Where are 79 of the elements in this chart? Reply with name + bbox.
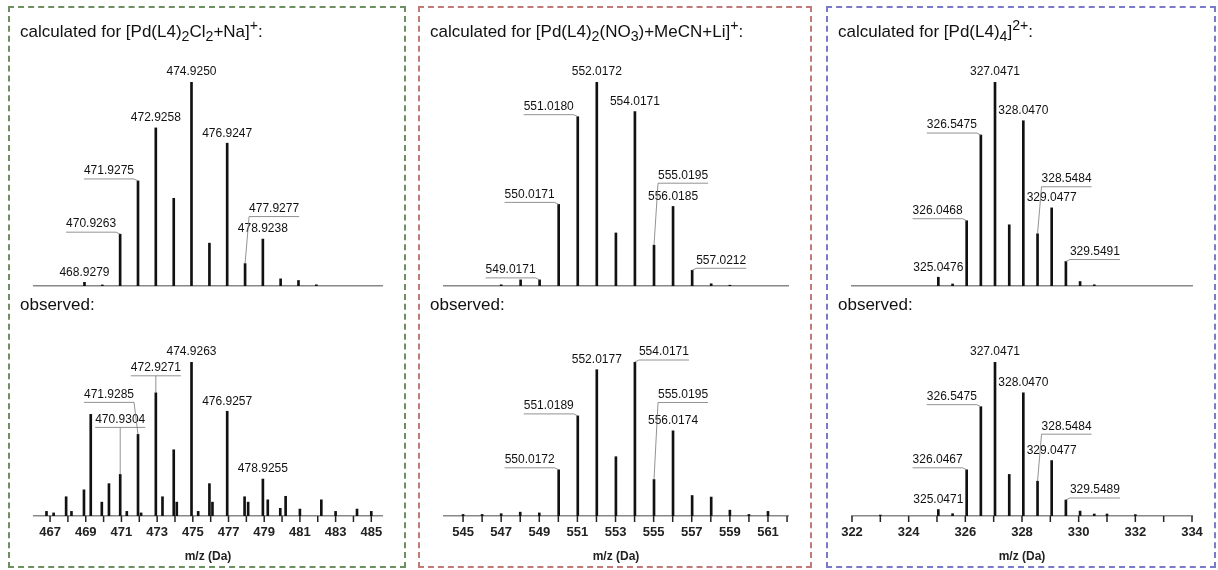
annotation: 556.0174 bbox=[648, 413, 699, 428]
annotation: 478.9238 bbox=[237, 221, 289, 236]
annotation: 551.0189 bbox=[523, 398, 575, 413]
x-axis-title: m/z (Da) bbox=[592, 549, 640, 564]
x-tick-label: 483 bbox=[324, 524, 347, 540]
annotation: 328.0470 bbox=[998, 375, 1049, 390]
x-tick-label: 471 bbox=[110, 524, 133, 540]
x-tick-label: 328 bbox=[1011, 524, 1033, 540]
x-tick-label: 547 bbox=[490, 524, 513, 540]
annotation: 325.0476 bbox=[913, 259, 964, 274]
x-tick-label: 475 bbox=[181, 524, 204, 540]
annotation: 470.9263 bbox=[66, 216, 117, 231]
chart-title: observed: bbox=[19, 294, 96, 316]
chart-title: calculated for [Pd(L4)$_{4}$]$^{2+}$: bbox=[837, 16, 1035, 45]
annotation: 329.5491 bbox=[1069, 243, 1121, 258]
x-tick-label: 545 bbox=[452, 524, 474, 540]
x-tick-label: 557 bbox=[680, 524, 703, 540]
x-tick-label: 332 bbox=[1124, 524, 1147, 540]
annotation: 556.0185 bbox=[648, 188, 699, 203]
x-tick-label: 326 bbox=[954, 524, 977, 540]
x-axis-title: m/z (Da) bbox=[184, 549, 232, 564]
x-tick-label: 479 bbox=[253, 524, 276, 540]
annotation: 555.0195 bbox=[658, 167, 709, 182]
annotation: 474.9263 bbox=[166, 344, 217, 359]
annotation: 472.9271 bbox=[130, 360, 182, 375]
annotation: 557.0212 bbox=[696, 252, 747, 267]
annotation: 550.0172 bbox=[504, 452, 555, 467]
x-tick-label: 551 bbox=[566, 524, 589, 540]
chart-title: observed: bbox=[837, 294, 914, 316]
x-tick-label: 555 bbox=[642, 524, 665, 540]
annotation: 478.9255 bbox=[237, 461, 289, 476]
annotation: 551.0180 bbox=[523, 98, 575, 113]
x-tick-label: 561 bbox=[757, 524, 779, 540]
x-tick-label: 467 bbox=[39, 524, 61, 540]
annotation: 328.0470 bbox=[998, 103, 1049, 118]
annotation: 471.9275 bbox=[83, 163, 135, 178]
annotation: 326.0467 bbox=[912, 452, 963, 467]
annotation: 470.9304 bbox=[95, 411, 146, 426]
annotation: 328.5484 bbox=[1041, 171, 1092, 186]
x-tick-label: 473 bbox=[146, 524, 168, 540]
annotation: 554.0171 bbox=[609, 93, 661, 108]
x-tick-label: 330 bbox=[1067, 524, 1090, 540]
chart-title: calculated for [Pd(L4)$_{2}$Cl$_{2}$+Na]$^{+}$: bbox=[19, 16, 264, 45]
annotation: 476.9257 bbox=[202, 393, 253, 408]
annotation: 328.5484 bbox=[1041, 418, 1092, 433]
x-tick-label: 324 bbox=[897, 524, 921, 540]
annotation: 329.5489 bbox=[1069, 482, 1121, 497]
annotation: 472.9258 bbox=[130, 110, 182, 125]
x-tick-label: 559 bbox=[719, 524, 741, 540]
x-tick-label: 553 bbox=[604, 524, 627, 540]
annotation: 552.0177 bbox=[571, 352, 623, 367]
annotation: 550.0171 bbox=[504, 186, 555, 201]
annotation: 329.0477 bbox=[1026, 442, 1078, 457]
annotation: 326.0468 bbox=[912, 203, 963, 218]
annotation: 474.9250 bbox=[166, 64, 217, 79]
annotation: 471.9285 bbox=[83, 386, 135, 401]
annotation: 326.5475 bbox=[926, 388, 978, 403]
x-tick-label: 334 bbox=[1181, 524, 1204, 540]
annotation: 549.0171 bbox=[485, 262, 536, 277]
annotation: 555.0195 bbox=[658, 386, 709, 401]
annotation: 325.0471 bbox=[913, 491, 964, 506]
x-tick-label: 549 bbox=[528, 524, 551, 540]
annotation: 326.5475 bbox=[926, 117, 978, 132]
annotation: 327.0471 bbox=[969, 344, 1021, 359]
annotation: 552.0172 bbox=[571, 64, 623, 79]
annotation: 554.0171 bbox=[638, 344, 690, 359]
x-tick-label: 477 bbox=[217, 524, 240, 540]
annotation: 468.9279 bbox=[59, 264, 110, 279]
annotation: 327.0471 bbox=[969, 64, 1021, 79]
x-tick-label: 481 bbox=[289, 524, 311, 540]
chart-title: observed: bbox=[429, 294, 506, 316]
annotation: 329.0477 bbox=[1026, 190, 1078, 205]
x-tick-label: 485 bbox=[360, 524, 383, 540]
x-axis-title: m/z (Da) bbox=[998, 549, 1046, 564]
x-tick-label: 322 bbox=[841, 524, 863, 540]
x-tick-label: 469 bbox=[74, 524, 97, 540]
annotation: 477.9277 bbox=[249, 200, 300, 215]
annotation: 476.9247 bbox=[202, 125, 253, 140]
chart-title: calculated for [Pd(L4)$_{2}$(NO$_{3}$)+MeCN+Li]$^{+}$: bbox=[429, 16, 745, 45]
